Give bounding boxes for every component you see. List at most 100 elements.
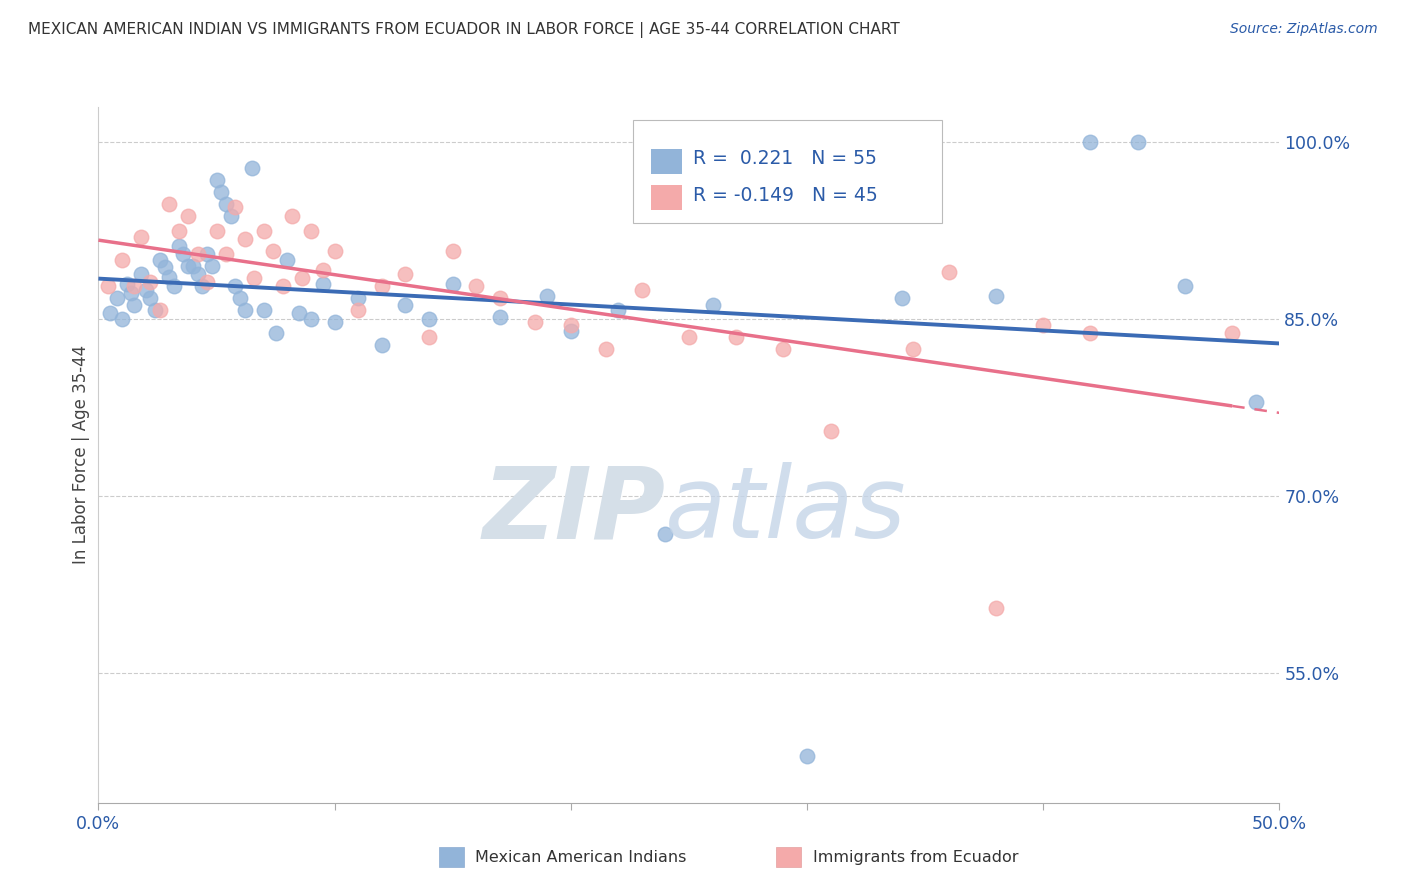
Point (135, 283, 157, 297)
Point (1174, 279, 1197, 293)
Point (157, 196, 180, 211)
Point (111, 253, 134, 268)
Point (97, 279, 120, 293)
Point (153, 260, 176, 275)
Point (312, 277, 335, 291)
Point (195, 275, 218, 289)
Y-axis label: In Labor Force | Age 35-44: In Labor Force | Age 35-44 (72, 345, 90, 565)
Point (796, 748, 818, 763)
Point (224, 279, 246, 293)
Point (121, 286, 143, 301)
Point (253, 302, 276, 317)
Point (163, 279, 186, 293)
Point (262, 244, 284, 258)
Point (271, 279, 294, 293)
Point (371, 338, 394, 352)
Point (1080, 136, 1102, 150)
Point (654, 527, 676, 541)
Point (191, 279, 214, 293)
Point (129, 268, 152, 282)
Point (299, 224, 322, 238)
Point (1126, 136, 1149, 150)
Point (111, 312, 134, 326)
Point (536, 289, 558, 303)
Point (177, 259, 200, 273)
Point (233, 302, 256, 317)
Point (215, 247, 238, 261)
Point (115, 277, 138, 291)
Point (105, 291, 128, 305)
Point (122, 279, 145, 293)
Point (984, 289, 1007, 303)
Point (607, 302, 630, 317)
Point (243, 271, 266, 285)
Point (143, 302, 166, 317)
Point (984, 601, 1007, 615)
Point (890, 291, 912, 305)
Point (205, 224, 228, 238)
Point (371, 279, 394, 293)
Point (181, 259, 204, 273)
Point (441, 277, 464, 291)
Point (820, 425, 842, 439)
Point (264, 326, 287, 341)
Text: atlas: atlas (665, 462, 907, 559)
Point (139, 275, 162, 289)
Point (149, 302, 172, 317)
Point (299, 312, 322, 326)
Text: R =  0.221   N = 55: R = 0.221 N = 55 (693, 149, 877, 169)
Point (1080, 326, 1102, 341)
Point (725, 330, 748, 344)
Point (276, 253, 298, 268)
Point (323, 244, 346, 258)
Point (1220, 326, 1243, 341)
Point (394, 298, 416, 312)
Point (1032, 318, 1054, 333)
Point (678, 330, 700, 344)
Text: ZIP: ZIP (482, 462, 665, 559)
Point (347, 291, 370, 305)
Point (903, 342, 925, 356)
Point (489, 291, 512, 305)
Point (489, 310, 512, 324)
Point (201, 259, 224, 273)
Point (630, 283, 652, 297)
Point (122, 298, 145, 312)
Point (465, 279, 488, 293)
Point (98, 306, 121, 320)
Text: R = -0.149   N = 45: R = -0.149 N = 45 (693, 186, 877, 205)
Point (195, 247, 218, 261)
Text: Immigrants from Ecuador: Immigrants from Ecuador (813, 850, 1018, 864)
Point (281, 209, 304, 223)
Point (139, 291, 162, 305)
Point (172, 247, 194, 261)
Point (418, 330, 440, 344)
Point (1244, 395, 1267, 409)
Point (253, 224, 276, 238)
Point (219, 209, 242, 223)
Point (290, 271, 312, 285)
Point (149, 253, 172, 268)
Point (394, 268, 416, 282)
Point (215, 196, 238, 211)
Point (209, 185, 232, 199)
Text: Source: ZipAtlas.com: Source: ZipAtlas.com (1230, 22, 1378, 37)
Point (312, 262, 335, 277)
Point (177, 209, 200, 223)
Point (560, 324, 582, 338)
Point (938, 265, 960, 279)
Point (441, 244, 464, 258)
Point (288, 306, 311, 320)
Point (772, 342, 794, 356)
Point (240, 161, 263, 176)
Point (347, 302, 370, 317)
Point (229, 291, 252, 305)
Point (595, 342, 617, 356)
Point (323, 315, 346, 329)
Point (187, 247, 209, 261)
Point (560, 318, 582, 333)
Point (167, 224, 190, 238)
Point (205, 173, 228, 187)
Point (418, 312, 440, 326)
Point (524, 315, 547, 329)
